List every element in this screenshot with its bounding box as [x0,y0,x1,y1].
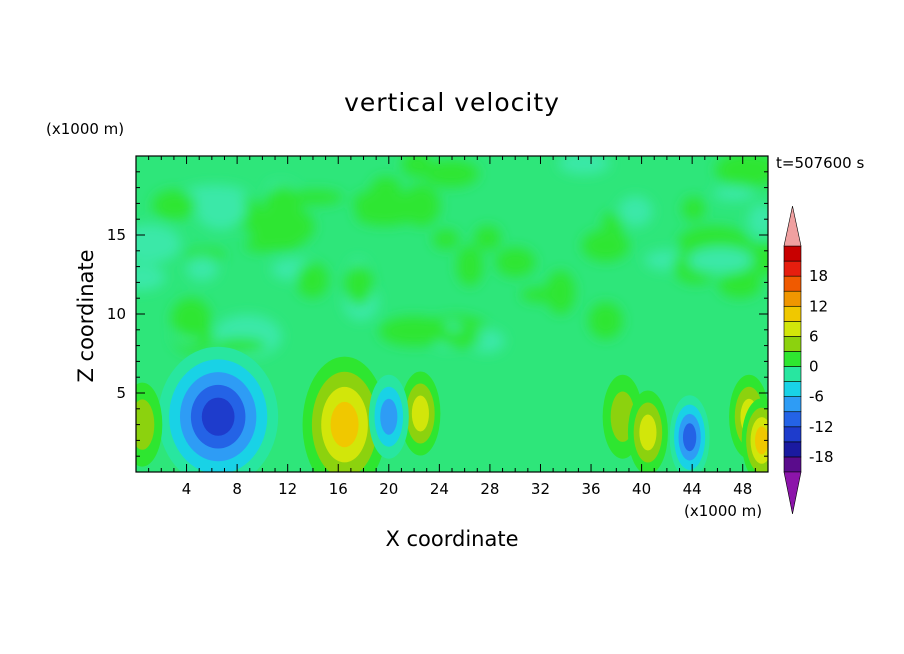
colorbar-segment [783,411,802,428]
contour-feature [400,371,441,456]
colorbar-overflow-low [783,471,802,515]
texture-patch [288,190,343,205]
x-tick-label: 16 [329,480,348,498]
z-axis-unit: (x1000 m) [46,120,125,138]
contour-feature [136,382,163,467]
time-label: t=507600 s [776,154,865,172]
contour-level [682,423,697,452]
colorbar-label: 0 [809,358,819,376]
contour-level [380,398,398,435]
texture-patch [371,176,401,200]
texture-patch [195,186,246,230]
colorbar-segment [783,426,802,443]
contour-level [330,401,359,448]
colorbar-label: 6 [809,327,819,345]
contour-level [136,399,155,450]
texture-patch [296,262,329,298]
contour-feature [302,356,387,472]
x-tick-label: 8 [232,480,242,498]
x-tick-label: 4 [182,480,192,498]
texture-patch [186,256,219,282]
contour-level [755,426,768,455]
texture-patch [618,196,653,227]
texture-patch [520,287,560,303]
x-axis-unit: (x1000 m) [684,502,763,520]
texture-patch [718,270,762,298]
texture-patch [474,225,501,251]
colorbar-segment [783,441,802,458]
x-tick-label: 24 [430,480,449,498]
colorbar-segment [783,336,802,352]
texture-patch [495,247,536,277]
texture-patch [136,224,181,264]
contour-feature [669,395,710,472]
colorbar-label: 18 [809,267,828,285]
texture-patch [432,229,459,250]
texture-patch [136,264,166,291]
x-tick-label: 32 [531,480,550,498]
x-tick-label: 12 [278,480,297,498]
y-tick-label: 10 [107,305,126,323]
texture-patch [441,329,482,348]
contour-feature [158,346,279,472]
colorbar-segment [783,381,802,397]
contour-level [411,395,429,432]
texture-patch [588,302,623,339]
texture-patch [344,264,374,306]
contour-feature [368,374,409,459]
colorbar-label: -18 [809,448,834,466]
colorbar-segment [783,366,802,382]
x-tick-label: 36 [581,480,600,498]
colorbar-overflow-high [783,205,802,247]
texture-patch [378,316,450,347]
texture-patch [402,184,441,227]
texture-patch [171,298,211,340]
contour-plot-area [135,155,769,473]
y-tick-label: 5 [116,384,126,402]
chart-title: vertical velocity [344,88,560,117]
colorbar-segment [783,321,802,337]
texture-patch [687,247,753,274]
x-tick-label: 28 [480,480,499,498]
x-tick-label: 40 [632,480,651,498]
x-tick-label: 20 [379,480,398,498]
colorbar-label: -12 [809,418,834,436]
colorbar-segment [783,245,802,262]
texture-patch [456,245,483,287]
colorbar-segment [783,290,802,307]
texture-patch [152,190,197,220]
texture-patch [184,248,226,262]
contour-feature [627,390,668,472]
colorbar: 18 12 6 0 -6 -12 -18 [783,205,834,515]
texture-patch [558,156,610,175]
x-axis-label: X coordinate [385,527,519,551]
texture-patch [423,160,479,188]
colorbar-label: 12 [809,297,828,315]
colorbar-label: -6 [809,388,824,406]
y-axis-label: Z coordinate [74,249,98,383]
texture-patch [546,270,576,315]
contour-level [639,414,657,451]
x-tick-label: 48 [733,480,752,498]
texture-patch [713,186,755,201]
texture-patch [715,156,768,188]
texture-patch [353,189,414,218]
contour-level [201,397,235,436]
y-tick-label: 15 [107,226,126,244]
texture-patch [688,229,714,247]
texture-patch [581,229,630,262]
colorbar-segment [783,396,802,413]
contour-feature [741,398,768,472]
x-tick-label: 44 [683,480,702,498]
colorbar-segment [783,456,802,473]
colorbar-segment [783,351,802,367]
texture-patch [248,205,315,248]
colorbar-segment [783,305,802,322]
colorbar-segment [783,275,802,292]
texture-patch [747,203,768,238]
colorbar-segment [783,260,802,277]
texture-patch [682,196,706,221]
